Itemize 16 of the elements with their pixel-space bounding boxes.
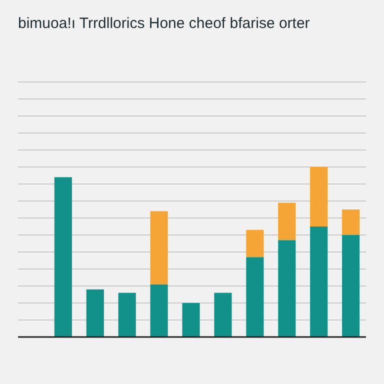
bar	[310, 226, 328, 337]
bar	[54, 177, 72, 337]
bar	[278, 202, 296, 240]
bar	[342, 235, 360, 337]
bar	[246, 230, 264, 258]
bar	[342, 210, 360, 235]
bar	[150, 211, 168, 284]
bar	[150, 284, 168, 337]
bar	[86, 289, 104, 337]
bar	[182, 303, 200, 337]
bar	[214, 292, 232, 337]
bar	[310, 167, 328, 226]
chart-title: bimuoa!ı Trrdllorics Hone cheof bfarise orter	[18, 15, 310, 32]
bar	[246, 257, 264, 337]
bar	[118, 292, 136, 337]
bar	[278, 240, 296, 337]
